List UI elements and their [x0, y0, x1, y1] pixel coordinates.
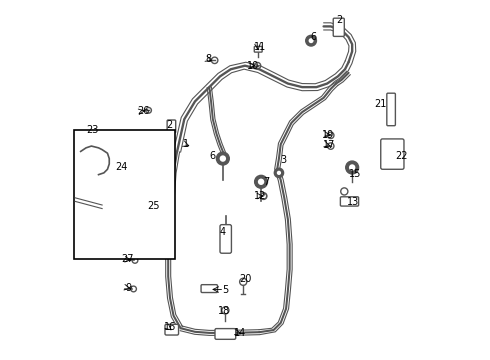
Circle shape: [277, 171, 281, 175]
Bar: [74, 130, 175, 258]
Text: 7: 7: [264, 177, 270, 187]
FancyBboxPatch shape: [220, 225, 231, 253]
FancyBboxPatch shape: [387, 93, 395, 126]
Text: 6: 6: [310, 32, 317, 42]
Circle shape: [309, 38, 314, 43]
Circle shape: [258, 179, 264, 185]
Text: 27: 27: [121, 254, 134, 264]
FancyBboxPatch shape: [341, 197, 359, 206]
Circle shape: [349, 164, 355, 171]
Circle shape: [306, 35, 317, 46]
Text: 21: 21: [375, 99, 387, 109]
Text: 10: 10: [247, 61, 259, 71]
Text: 11: 11: [253, 42, 266, 52]
Text: 19: 19: [322, 130, 334, 140]
Text: 2: 2: [167, 120, 172, 130]
Text: 16: 16: [164, 322, 176, 332]
FancyBboxPatch shape: [254, 46, 262, 52]
Circle shape: [220, 156, 226, 162]
Text: 2: 2: [337, 15, 343, 25]
FancyBboxPatch shape: [165, 324, 178, 335]
Text: 13: 13: [347, 197, 359, 207]
Text: 3: 3: [281, 156, 287, 165]
Text: 5: 5: [222, 285, 228, 295]
Text: 25: 25: [147, 201, 159, 211]
Text: 17: 17: [323, 140, 335, 150]
Text: 24: 24: [115, 162, 128, 172]
Text: 14: 14: [234, 328, 246, 338]
Text: 18: 18: [218, 306, 230, 316]
FancyBboxPatch shape: [167, 120, 176, 133]
FancyBboxPatch shape: [333, 18, 344, 36]
Text: 1: 1: [182, 139, 189, 149]
Text: 12: 12: [254, 191, 267, 201]
Circle shape: [217, 152, 229, 165]
Text: 9: 9: [125, 283, 131, 293]
Text: 20: 20: [240, 274, 252, 284]
Text: 6: 6: [209, 151, 216, 161]
Text: 22: 22: [395, 151, 408, 161]
Circle shape: [346, 161, 359, 174]
Circle shape: [255, 175, 268, 188]
FancyBboxPatch shape: [381, 139, 404, 169]
Circle shape: [274, 168, 284, 177]
Text: 4: 4: [220, 227, 226, 237]
Text: 8: 8: [205, 54, 211, 64]
Text: 26: 26: [137, 107, 149, 116]
Text: 15: 15: [348, 168, 361, 179]
FancyBboxPatch shape: [201, 285, 218, 293]
FancyBboxPatch shape: [215, 329, 236, 339]
Text: 23: 23: [86, 125, 98, 135]
